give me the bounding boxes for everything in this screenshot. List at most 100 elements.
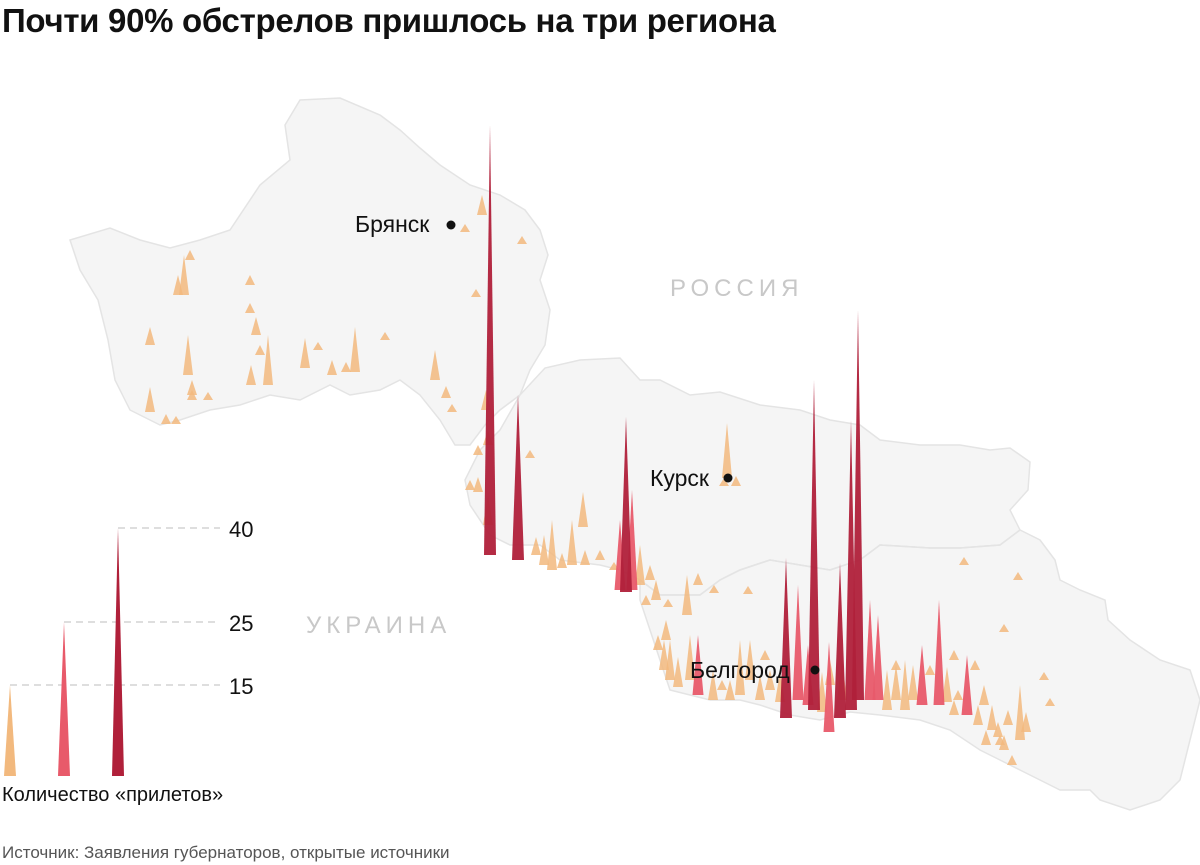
strike-spike [313, 342, 323, 350]
strike-spike [484, 125, 496, 555]
russia-label: РОССИЯ [670, 275, 803, 302]
legend-caption: Количество «прилетов» [2, 784, 224, 806]
strike-spike [185, 250, 195, 260]
strike-spike [993, 722, 1003, 737]
strike-spike [900, 660, 910, 710]
city-label-bryansk: Брянск [355, 211, 430, 237]
strike-spike [245, 275, 255, 285]
strike-spike [1013, 572, 1023, 580]
legend-spike-40 [112, 528, 124, 776]
strike-spike [693, 573, 703, 585]
strike-spike [327, 360, 337, 375]
strike-spike [987, 705, 997, 730]
strike-spike [999, 735, 1009, 750]
strike-spike [578, 492, 588, 527]
strike-spike [263, 335, 273, 385]
city-label-belgorod: Белгород [690, 657, 790, 683]
strike-spike [731, 476, 741, 486]
strike-spike [300, 338, 310, 368]
strike-spike [471, 289, 481, 297]
strike-spike [473, 477, 483, 492]
strike-spike [567, 520, 577, 565]
strike-spike [531, 537, 541, 555]
strike-spike [653, 635, 663, 650]
strike-spike [447, 404, 457, 412]
regions [69, 97, 1200, 811]
legend-spike-25 [58, 622, 70, 776]
strike-spike [852, 310, 864, 700]
page-title: Почти 90% обстрелов пришлось на три реги… [2, 2, 776, 39]
strike-spike [1007, 755, 1017, 765]
strike-spike [473, 445, 483, 455]
strike-spike [949, 650, 959, 660]
strike-spike [973, 705, 983, 725]
source-note: Источник: Заявления губернаторов, открыт… [2, 843, 450, 862]
strike-spike [187, 380, 197, 395]
strike-spikes [145, 125, 1055, 765]
strike-spike [203, 392, 213, 400]
strike-spike [725, 680, 735, 700]
strike-spike [460, 224, 470, 232]
strike-spike [547, 520, 557, 570]
strike-spike [171, 416, 181, 424]
strike-spike [999, 624, 1009, 632]
strike-spike [1039, 672, 1049, 680]
strike-spike [942, 667, 952, 702]
strike-spike [477, 195, 487, 215]
strike-spike [1045, 698, 1055, 706]
strike-spike [651, 580, 661, 600]
city-belgorod: Белгород [690, 657, 820, 683]
strike-spike [645, 565, 655, 580]
strike-spike [161, 414, 171, 424]
strike-spike [933, 600, 945, 705]
strike-spike [959, 557, 969, 565]
legend-value-25: 25 [229, 611, 253, 636]
strike-spike [635, 545, 645, 585]
strike-spike [823, 642, 835, 732]
strike-spike [692, 635, 704, 695]
strike-spike [350, 327, 360, 372]
strike-spike [755, 675, 765, 700]
legend-value-15: 15 [229, 674, 253, 699]
strike-spike [961, 655, 973, 715]
strike-spike [780, 558, 792, 718]
strike-spike [916, 645, 928, 705]
city-dot-belgorod [810, 665, 820, 675]
strike-spike [580, 550, 590, 565]
strike-spike [979, 685, 989, 705]
strike-spike [341, 362, 351, 372]
strike-spike [659, 640, 669, 670]
city-label-kursk: Курск [650, 465, 710, 491]
strike-spike [745, 640, 755, 680]
strike-spike [722, 423, 732, 478]
strike-spike [557, 553, 567, 568]
strike-spike [1015, 685, 1025, 740]
bryansk-region [69, 97, 551, 446]
strike-spike [179, 255, 189, 295]
strike-spike [512, 395, 524, 560]
strike-spike [760, 650, 770, 660]
strike-spike [661, 620, 671, 640]
strike-spike [765, 670, 775, 690]
strike-spike [255, 345, 265, 355]
strike-spike [882, 670, 892, 710]
legend-value-40: 40 [229, 517, 253, 542]
strike-spike [441, 386, 451, 398]
strike-spike [970, 660, 980, 670]
legend: 15 25 40 [4, 517, 253, 776]
strike-spike [709, 585, 719, 593]
strike-spike [925, 665, 935, 675]
strike-spike [539, 535, 549, 565]
city-dot-kursk [723, 473, 733, 483]
strike-spike [183, 335, 193, 375]
legend-spike-15 [4, 685, 16, 776]
strike-spike [517, 236, 527, 244]
strike-spike [145, 327, 155, 345]
strike-spike [430, 350, 440, 380]
strike-spike [251, 317, 261, 335]
strike-spike [525, 450, 535, 458]
strike-spike [1003, 710, 1013, 725]
strike-spike [620, 417, 632, 592]
strike-spike [708, 670, 718, 700]
